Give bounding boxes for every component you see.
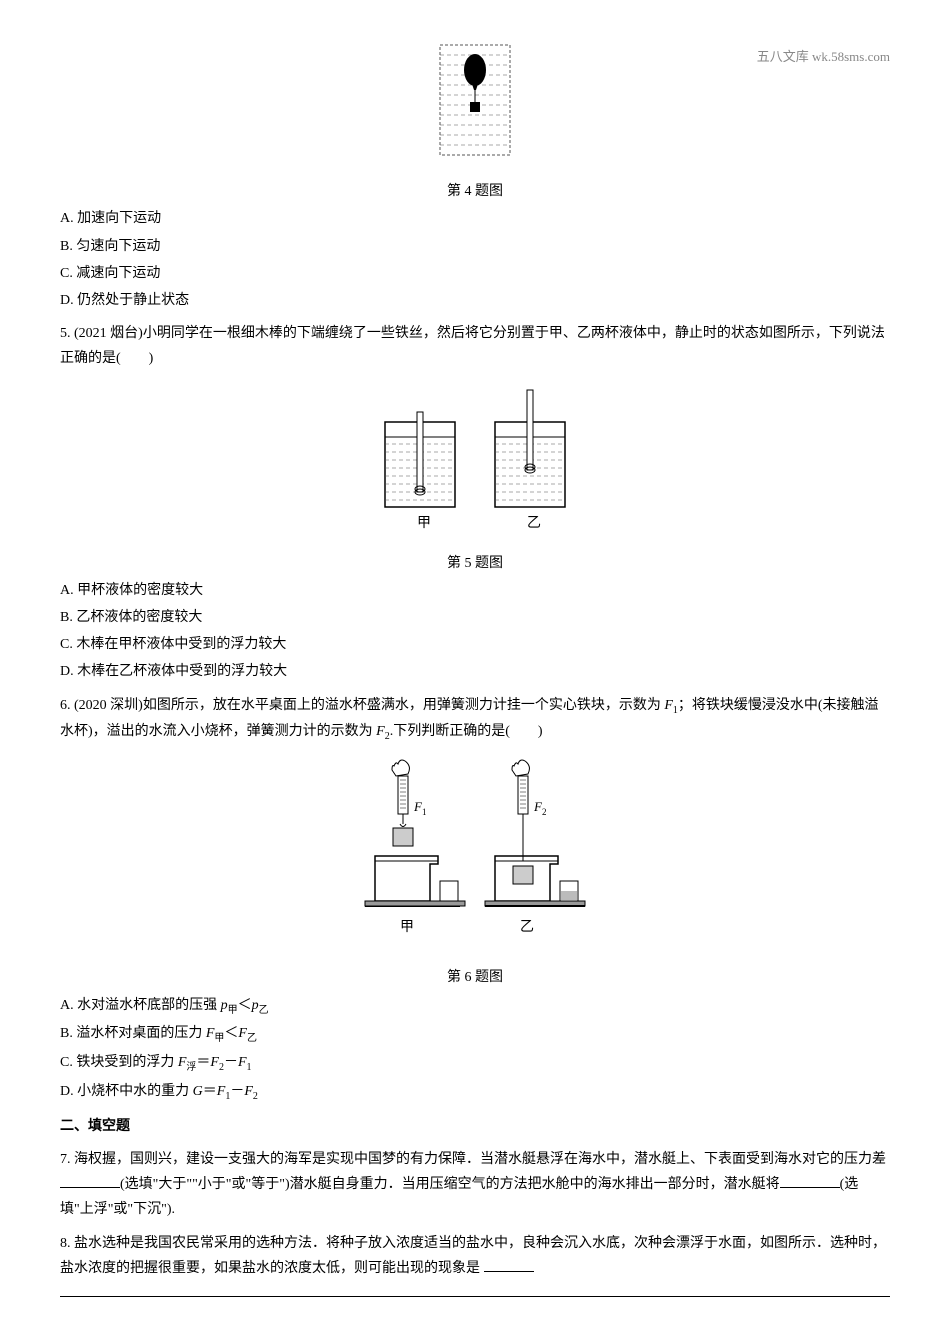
q6-c-F1: F	[238, 1055, 247, 1070]
q6-F1: F	[664, 698, 673, 713]
q6-b-lt: ＜	[224, 1026, 238, 1041]
q6-option-d: D. 小烧杯中水的重力 G＝F1－F2	[60, 1079, 890, 1106]
svg-text:乙: 乙	[520, 919, 534, 935]
q6-b-jia: 甲	[214, 1033, 224, 1044]
q5-option-d: D. 木棒在乙杯液体中受到的浮力较大	[60, 659, 890, 684]
q7: 7. 海权握，国则兴，建设一支强大的海军是实现中国梦的有力保障．当潜水艇悬浮在海…	[60, 1147, 890, 1223]
watermark: 五八文库 wk.58sms.com	[757, 45, 890, 68]
q5-stem: 5. (2021 烟台)小明同学在一根细木棒的下端缠绕了一些铁丝，然后将它分别置…	[60, 321, 890, 371]
q7-blank2	[780, 1174, 840, 1188]
q6-option-b: B. 溢水杯对桌面的压力 F甲＜F乙	[60, 1021, 890, 1048]
q5-option-c: C. 木棒在甲杯液体中受到的浮力较大	[60, 632, 890, 657]
q5-option-b: B. 乙杯液体的密度较大	[60, 605, 890, 630]
q6-c-F2: F	[210, 1055, 219, 1070]
figure-6: F 1 甲 F 2 乙	[60, 756, 890, 955]
q5-option-a: A. 甲杯液体的密度较大	[60, 578, 890, 603]
svg-text:2: 2	[542, 807, 547, 817]
figure-6-label: 第 6 题图	[60, 965, 890, 990]
q6-a-lt: ＜	[238, 998, 252, 1013]
q8: 8. 盐水选种是我国农民常采用的选种方法．将种子放入浓度适当的盐水中，良种会沉入…	[60, 1231, 890, 1281]
figure-5-label: 第 5 题图	[60, 551, 890, 576]
q6-d-2: 2	[253, 1091, 258, 1102]
q6-d-pre: D. 小烧杯中水的重力	[60, 1084, 193, 1099]
q8-blank	[484, 1258, 534, 1272]
svg-text:1: 1	[422, 807, 427, 817]
q4-option-c: C. 减速向下运动	[60, 261, 890, 286]
q6-c-minus: －	[224, 1055, 238, 1070]
q6-d-eq: ＝	[203, 1084, 217, 1099]
q7-hint1: (选填"大于""小于"或"等于")潜水艇自身重力．当用压缩空气的方法把水舱中的海…	[120, 1177, 780, 1192]
q6-c-eq: ＝	[196, 1055, 210, 1070]
q6-c-pre: C. 铁块受到的浮力	[60, 1055, 178, 1070]
q6-F2: F	[376, 724, 385, 739]
svg-text:甲: 甲	[417, 516, 431, 531]
q4-option-b: B. 匀速向下运动	[60, 234, 890, 259]
section-2-title: 二、填空题	[60, 1114, 890, 1139]
q6-a-p1: p	[221, 998, 228, 1013]
q6-c-1: 1	[247, 1062, 252, 1073]
figure-4-label: 第 4 题图	[60, 179, 890, 204]
q6-a-yi: 乙	[259, 1004, 269, 1015]
q6-stem-end: .下列判断正确的是( )	[390, 724, 543, 739]
q6-b-F2: F	[238, 1026, 247, 1041]
q6-d-F2: F	[244, 1084, 253, 1099]
q6-b-pre: B. 溢水杯对桌面的压力	[60, 1026, 206, 1041]
q8-text: 8. 盐水选种是我国农民常采用的选种方法．将种子放入浓度适当的盐水中，良种会沉入…	[60, 1236, 886, 1276]
svg-text:乙: 乙	[527, 515, 541, 531]
footer-divider	[60, 1296, 890, 1297]
q6-d-minus: －	[230, 1084, 244, 1099]
figure-5: 甲 乙	[60, 382, 890, 541]
q6-stem: 6. (2020 深圳)如图所示，放在水平桌面上的溢水杯盛满水，用弹簧测力计挂一…	[60, 693, 890, 747]
svg-text:甲: 甲	[400, 920, 414, 935]
q4-option-d: D. 仍然处于静止状态	[60, 288, 890, 313]
q6-option-a: A. 水对溢水杯底部的压强 p甲＜p乙	[60, 993, 890, 1020]
q6-a-jia: 甲	[228, 1004, 238, 1015]
q6-d-G: G	[193, 1084, 203, 1099]
q6-a-pre: A. 水对溢水杯底部的压强	[60, 998, 221, 1013]
q6-c-fu: 浮	[186, 1062, 196, 1073]
q6-b-yi: 乙	[247, 1033, 257, 1044]
q4-option-a: A. 加速向下运动	[60, 206, 890, 231]
q6-option-c: C. 铁块受到的浮力 F浮＝F2－F1	[60, 1050, 890, 1077]
q7-part1: 7. 海权握，国则兴，建设一支强大的海军是实现中国梦的有力保障．当潜水艇悬浮在海…	[60, 1152, 886, 1167]
q6-a-p2: p	[252, 998, 259, 1013]
q7-blank1	[60, 1174, 120, 1188]
q6-stem-pre: 6. (2020 深圳)如图所示，放在水平桌面上的溢水杯盛满水，用弹簧测力计挂一…	[60, 698, 664, 713]
